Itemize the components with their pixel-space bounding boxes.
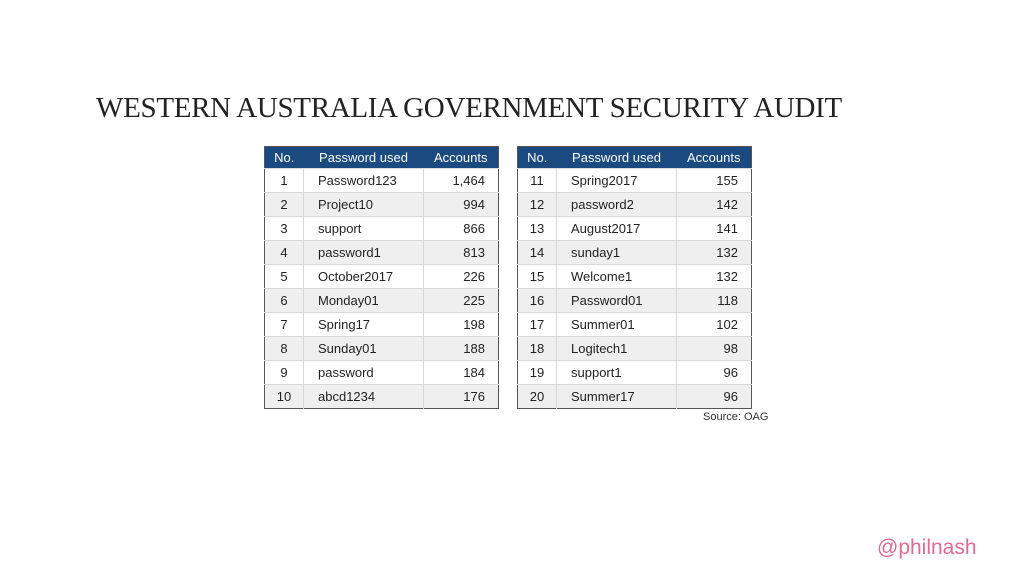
table-row: 20 Summer17 96 <box>517 384 752 409</box>
table-row: 1 Password123 1,464 <box>264 168 499 193</box>
cell-password: October2017 <box>303 264 424 289</box>
cell-no: 20 <box>517 384 557 409</box>
table-row: 2 Project10 994 <box>264 192 499 217</box>
cell-password: Summer01 <box>556 312 677 337</box>
cell-no: 6 <box>264 288 304 313</box>
header-password: Password used <box>303 146 424 169</box>
cell-no: 16 <box>517 288 557 313</box>
cell-password: Password123 <box>303 168 424 193</box>
cell-accounts: 225 <box>423 288 499 313</box>
table-row: 7 Spring17 198 <box>264 312 499 337</box>
cell-password: Project10 <box>303 192 424 217</box>
table-row: 5 October2017 226 <box>264 264 499 289</box>
cell-accounts: 118 <box>676 288 752 313</box>
cell-no: 2 <box>264 192 304 217</box>
cell-password: Summer17 <box>556 384 677 409</box>
cell-no: 18 <box>517 336 557 361</box>
cell-accounts: 132 <box>676 240 752 265</box>
table-row: 17 Summer01 102 <box>517 312 752 337</box>
password-table-1-10: No. Password used Accounts 1 Password123 1… <box>264 146 499 409</box>
table-row: 6 Monday01 225 <box>264 288 499 313</box>
cell-accounts: 98 <box>676 336 752 361</box>
cell-password: Monday01 <box>303 288 424 313</box>
cell-accounts: 102 <box>676 312 752 337</box>
cell-no: 14 <box>517 240 557 265</box>
table-row: 11 Spring2017 155 <box>517 168 752 193</box>
cell-password: support1 <box>556 360 677 385</box>
table-row: 18 Logitech1 98 <box>517 336 752 361</box>
cell-accounts: 184 <box>423 360 499 385</box>
cell-no: 1 <box>264 168 304 193</box>
cell-accounts: 176 <box>423 384 499 409</box>
cell-accounts: 96 <box>676 384 752 409</box>
cell-accounts: 155 <box>676 168 752 193</box>
cell-no: 17 <box>517 312 557 337</box>
cell-accounts: 96 <box>676 360 752 385</box>
cell-password: support <box>303 216 424 241</box>
source-note: Source: OAG <box>703 411 769 423</box>
cell-accounts: 813 <box>423 240 499 265</box>
table-header: No. Password used Accounts <box>517 146 752 169</box>
header-accounts: Accounts <box>676 146 752 169</box>
cell-no: 11 <box>517 168 557 193</box>
header-accounts: Accounts <box>423 146 499 169</box>
cell-no: 12 <box>517 192 557 217</box>
cell-accounts: 866 <box>423 216 499 241</box>
cell-password: abcd1234 <box>303 384 424 409</box>
cell-accounts: 142 <box>676 192 752 217</box>
table-row: 13 August2017 141 <box>517 216 752 241</box>
table-row: 16 Password01 118 <box>517 288 752 313</box>
cell-accounts: 188 <box>423 336 499 361</box>
cell-password: password2 <box>556 192 677 217</box>
cell-no: 7 <box>264 312 304 337</box>
header-no: No. <box>517 146 557 169</box>
header-password: Password used <box>556 146 677 169</box>
cell-password: August2017 <box>556 216 677 241</box>
cell-no: 13 <box>517 216 557 241</box>
cell-password: Spring2017 <box>556 168 677 193</box>
table-row: 8 Sunday01 188 <box>264 336 499 361</box>
cell-no: 19 <box>517 360 557 385</box>
cell-password: password1 <box>303 240 424 265</box>
cell-accounts: 198 <box>423 312 499 337</box>
table-row: 12 password2 142 <box>517 192 752 217</box>
cell-password: password <box>303 360 424 385</box>
twitter-handle: @philnash <box>877 536 977 559</box>
table-row: 14 sunday1 132 <box>517 240 752 265</box>
cell-password: Logitech1 <box>556 336 677 361</box>
cell-accounts: 994 <box>423 192 499 217</box>
table-row: 4 password1 813 <box>264 240 499 265</box>
password-table-11-20: No. Password used Accounts 11 Spring2017 1… <box>517 146 752 409</box>
table-row: 19 support1 96 <box>517 360 752 385</box>
slide-title: WESTERN AUSTRALIA GOVERNMENT SECURITY AU… <box>96 92 842 124</box>
table-row: 10 abcd1234 176 <box>264 384 499 409</box>
cell-no: 15 <box>517 264 557 289</box>
cell-no: 10 <box>264 384 304 409</box>
cell-accounts: 141 <box>676 216 752 241</box>
cell-no: 9 <box>264 360 304 385</box>
cell-password: Spring17 <box>303 312 424 337</box>
table-row: 3 support 866 <box>264 216 499 241</box>
cell-no: 3 <box>264 216 304 241</box>
table-row: 9 password 184 <box>264 360 499 385</box>
table-header: No. Password used Accounts <box>264 146 499 169</box>
header-no: No. <box>264 146 304 169</box>
cell-no: 8 <box>264 336 304 361</box>
cell-password: Sunday01 <box>303 336 424 361</box>
cell-no: 5 <box>264 264 304 289</box>
cell-password: Welcome1 <box>556 264 677 289</box>
cell-accounts: 226 <box>423 264 499 289</box>
cell-password: Password01 <box>556 288 677 313</box>
table-row: 15 Welcome1 132 <box>517 264 752 289</box>
cell-no: 4 <box>264 240 304 265</box>
cell-password: sunday1 <box>556 240 677 265</box>
cell-accounts: 132 <box>676 264 752 289</box>
cell-accounts: 1,464 <box>423 168 499 193</box>
